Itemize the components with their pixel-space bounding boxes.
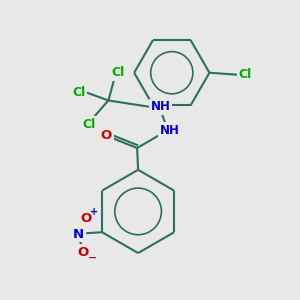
Text: −: −	[88, 253, 97, 263]
Text: NH: NH	[160, 124, 180, 137]
Text: Cl: Cl	[72, 86, 85, 99]
Text: Cl: Cl	[238, 68, 252, 81]
Text: N: N	[73, 228, 84, 241]
Text: +: +	[90, 207, 98, 218]
Text: O: O	[101, 129, 112, 142]
Text: O: O	[81, 212, 92, 225]
Text: Cl: Cl	[82, 118, 95, 131]
Text: O: O	[78, 245, 89, 259]
Text: Cl: Cl	[112, 66, 125, 79]
Text: NH: NH	[151, 100, 170, 113]
